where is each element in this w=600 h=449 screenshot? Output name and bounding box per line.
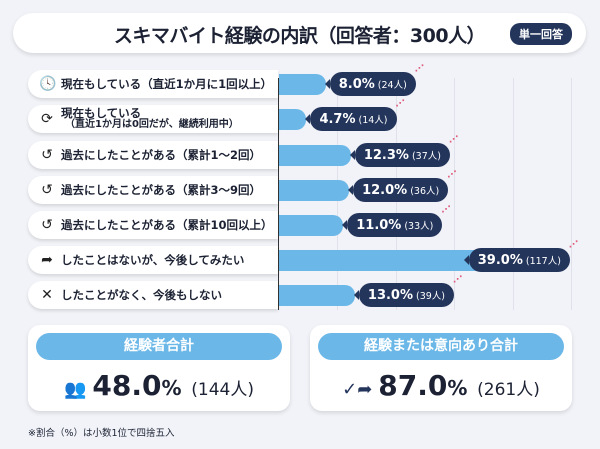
value-text: 11.0% xyxy=(356,217,402,233)
category-label: ⟳ 現在もしている （直近1か月は0回だが、継続利用中） xyxy=(28,105,278,133)
refresh-icon: ⟳ xyxy=(41,111,53,127)
chart-row: ✕ したことがなく、今後もしない 13.0% (39人) ⋰ xyxy=(0,275,600,311)
value-text: 13.0% xyxy=(367,287,414,303)
value-text: 39.0% xyxy=(477,252,523,268)
category-label: ↺ 過去にしたことがある（累計1～2回） xyxy=(28,141,278,169)
count-text: (117人) xyxy=(525,256,561,267)
gridline xyxy=(571,78,572,310)
category-label: 🕓 現在もしている（直近1か月に1回以上） xyxy=(28,70,278,98)
history-icon: ↺ xyxy=(41,147,53,163)
footnote: ※割合（%）は小数1位で四捨五入 xyxy=(28,428,175,439)
chart-row: ↺ 過去にしたことがある（累計10回以上） 11.0% (33人) ⋰ xyxy=(0,205,600,241)
value-text: 8.0% xyxy=(338,76,375,92)
bar xyxy=(279,250,507,271)
gridline xyxy=(512,78,514,310)
chart-row: ⟳ 現在もしている （直近1か月は0回だが、継続利用中） 4.7% (14人) ⋰ xyxy=(0,99,600,135)
value-text: 12.0% xyxy=(362,182,408,198)
chart-row: ↺ 過去にしたことがある（累計3～9回） 12.0% (36人) ⋰ xyxy=(0,170,600,206)
clock-icon: 🕓 xyxy=(39,76,57,92)
count-text: (36人) xyxy=(410,186,440,197)
value-label: 12.0% (36人) ⋰ xyxy=(348,170,456,202)
category-text: 現在もしている xyxy=(61,106,142,120)
page-title: スキマバイト経験の内訳（回答者：300人） xyxy=(113,25,486,47)
chart-row: 🕓 現在もしている（直近1か月に1回以上） 8.0% (24人) ⋰ xyxy=(0,64,600,100)
bar xyxy=(279,74,326,95)
value-label: 4.7% (14人) ⋰ xyxy=(305,99,405,131)
value-label: 8.0% (24人) ⋰ xyxy=(324,64,424,96)
share-arrow-icon: ➦ xyxy=(41,252,53,268)
value-label: 11.0% (33人) ⋰ xyxy=(342,205,450,237)
category-text: 過去にしたことがある（累計1～2回） xyxy=(61,148,262,162)
category-label: ↺ 過去にしたことがある（累計10回以上） xyxy=(28,211,278,239)
summary-value: 48.0 xyxy=(92,369,162,402)
people-icon: 👥 xyxy=(63,379,87,400)
sparkle-icon: ⋰ xyxy=(414,64,424,74)
chart-row: ➦ したことはないが、今後してみたい 39.0% (117人) ⋰ xyxy=(0,240,600,276)
summary-count: (144人) xyxy=(191,380,255,400)
sparkle-icon: ⋰ xyxy=(568,240,578,250)
gridline xyxy=(454,78,456,310)
sparkle-icon: ⋰ xyxy=(395,99,405,109)
summary-unit: % xyxy=(447,376,468,400)
chart-row: ↺ 過去にしたことがある（累計1～2回） 12.3% (37人) ⋰ xyxy=(0,135,600,171)
count-text: (14人) xyxy=(358,115,388,126)
title-bar: スキマバイト経験の内訳（回答者：300人） 単一回答 xyxy=(13,13,586,53)
category-text: 過去にしたことがある（累計10回以上） xyxy=(61,218,273,232)
history-icon: ↺ xyxy=(41,182,53,198)
count-text: (24人) xyxy=(377,80,407,91)
sparkle-icon: ⋰ xyxy=(448,135,458,145)
summary-title: 経験または意向あり合計 xyxy=(318,333,564,360)
axis-line xyxy=(278,78,279,310)
bar xyxy=(279,145,351,166)
category-label: ✕ したことがなく、今後もしない xyxy=(28,281,278,309)
category-label: ↺ 過去にしたことがある（累計3～9回） xyxy=(28,176,278,204)
history-icon: ↺ xyxy=(41,217,53,233)
category-text: 過去にしたことがある（累計3～9回） xyxy=(61,183,262,197)
sparkle-icon: ⋰ xyxy=(453,275,463,285)
bar xyxy=(279,215,344,236)
category-text: したことはないが、今後してみたい xyxy=(61,253,245,267)
summary-card-experienced: 経験者合計 👥 48.0% (144人) xyxy=(28,325,290,411)
summary-count: (261人) xyxy=(477,380,540,400)
category-text: したことがなく、今後もしない xyxy=(61,288,222,302)
bar xyxy=(279,285,355,306)
value-label: 39.0% (117人) ⋰ xyxy=(463,240,578,272)
category-text: 現在もしている（直近1か月に1回以上） xyxy=(61,77,273,91)
value-label: 13.0% (39人) ⋰ xyxy=(353,275,462,307)
summary-title: 経験者合計 xyxy=(36,333,282,360)
answer-type-badge: 単一回答 xyxy=(510,23,572,45)
value-text: 12.3% xyxy=(363,147,409,163)
category-label: ➦ したことはないが、今後してみたい xyxy=(28,246,278,274)
value-label: 12.3% (37人) ⋰ xyxy=(349,135,458,167)
category-subtext: （直近1か月は0回だが、継続利用中） xyxy=(65,119,239,130)
bar xyxy=(279,109,307,130)
check-arrow-icon: ✓➦ xyxy=(342,379,373,400)
summary-card-intent: 経験または意向あり合計 ✓➦ 87.0% (261人) xyxy=(310,325,572,411)
count-text: (39人) xyxy=(416,291,446,302)
sparkle-icon: ⋰ xyxy=(441,205,451,215)
value-text: 4.7% xyxy=(319,111,356,127)
sparkle-icon: ⋰ xyxy=(447,170,457,180)
count-text: (33人) xyxy=(404,221,434,232)
count-text: (37人) xyxy=(411,151,441,162)
summary-unit: % xyxy=(161,376,182,400)
bar xyxy=(279,180,350,201)
summary-value: 87.0 xyxy=(378,369,448,402)
x-icon: ✕ xyxy=(41,287,53,303)
